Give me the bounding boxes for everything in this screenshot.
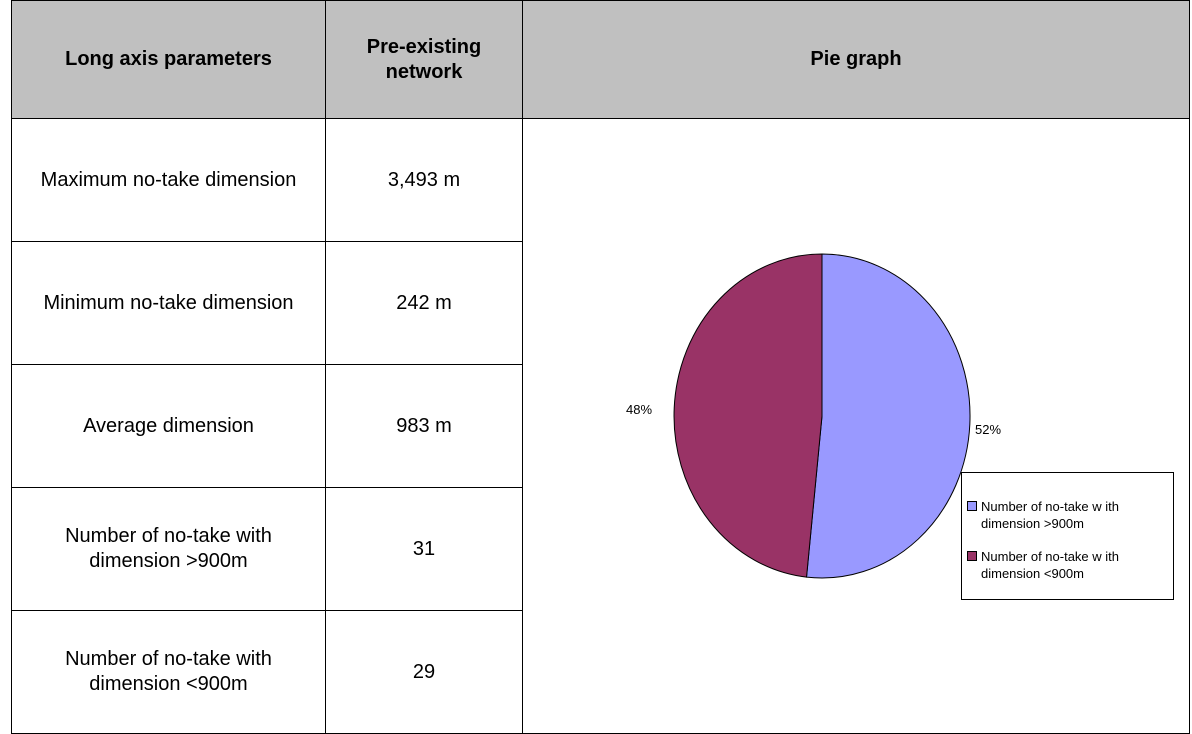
legend-swatch-gt-900m — [967, 501, 977, 511]
table-row: Average dimension 983 m — [11, 364, 1190, 488]
header-pie-graph: Pie graph — [522, 0, 1190, 119]
pie-slice-lt-900m — [673, 253, 823, 578]
value-cell: 242 m — [325, 241, 523, 365]
table-header-row: Long axis parameters Pre-existing networ… — [11, 0, 1190, 119]
pie-slice-gt-900m — [805, 253, 971, 579]
legend-item: Number of no-take w ith dimension <900m — [967, 548, 1171, 582]
table-row: Number of no-take with dimension >900m 3… — [11, 487, 1190, 611]
pie-label-lt-900m: 48% — [626, 402, 652, 417]
parameter-cell: Number of no-take with dimension >900m — [11, 487, 326, 611]
table-row: Number of no-take with dimension <900m 2… — [11, 610, 1190, 734]
legend-label-lt-900m: Number of no-take w ith dimension <900m — [981, 549, 1120, 581]
header-long-axis-parameters: Long axis parameters — [11, 0, 326, 119]
value-cell: 31 — [325, 487, 523, 611]
legend-swatch-lt-900m — [967, 551, 977, 561]
pie-label-gt-900m: 52% — [975, 422, 1001, 437]
value-cell: 29 — [325, 610, 523, 734]
parameter-cell: Average dimension — [11, 364, 326, 488]
value-cell: 3,493 m — [325, 118, 523, 242]
parameter-cell: Maximum no-take dimension — [11, 118, 326, 242]
legend-item: Number of no-take w ith dimension >900m — [967, 498, 1171, 532]
value-cell: 983 m — [325, 364, 523, 488]
parameter-cell: Number of no-take with dimension <900m — [11, 610, 326, 734]
pie-legend: Number of no-take w ith dimension >900m … — [961, 472, 1174, 600]
table-row: Minimum no-take dimension 242 m — [11, 241, 1190, 365]
long-axis-parameters-table: Long axis parameters Pre-existing networ… — [11, 0, 1190, 734]
legend-label-gt-900m: Number of no-take w ith dimension >900m — [981, 499, 1120, 531]
parameter-cell: Minimum no-take dimension — [11, 241, 326, 365]
